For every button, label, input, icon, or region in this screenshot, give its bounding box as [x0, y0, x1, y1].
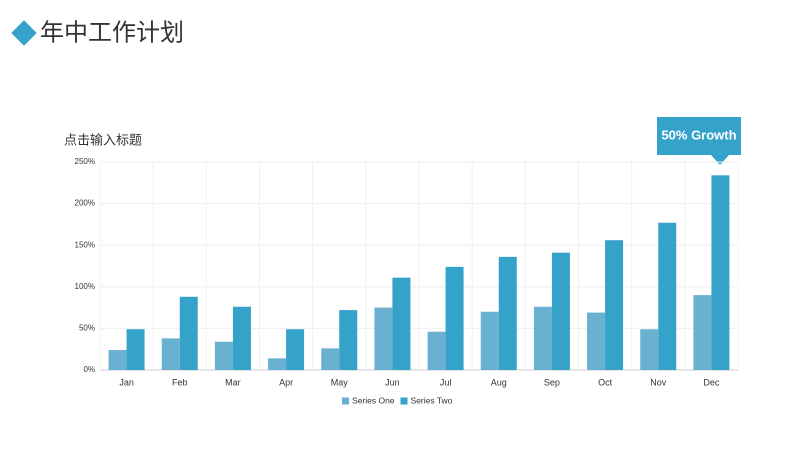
- bar: [179, 296, 198, 370]
- y-tick-label: 100%: [75, 282, 95, 291]
- x-tick-label: Apr: [279, 377, 293, 387]
- y-tick-label: 50%: [79, 324, 95, 333]
- y-tick-label: 150%: [75, 240, 95, 249]
- x-tick-label: Sep: [544, 377, 560, 387]
- y-tick-label: 250%: [75, 157, 95, 166]
- x-tick-label: May: [331, 377, 349, 387]
- x-tick-label: Jan: [119, 377, 134, 387]
- bar: [374, 307, 393, 370]
- legend-label: Series One: [352, 395, 395, 405]
- x-tick-label: Oct: [598, 377, 613, 387]
- y-tick-label: 200%: [75, 199, 95, 208]
- bar: [480, 311, 499, 370]
- bar: [339, 310, 358, 370]
- bar: [658, 222, 677, 370]
- x-tick-label: Jul: [440, 377, 452, 387]
- bar: [605, 240, 624, 370]
- bar: [126, 329, 145, 370]
- bar: [427, 331, 446, 370]
- bar: [232, 306, 251, 370]
- bar: [533, 306, 552, 370]
- bar: [711, 175, 730, 370]
- bar: [321, 348, 340, 370]
- bar: [640, 329, 659, 370]
- title-icon: [11, 20, 37, 46]
- bar: [286, 329, 305, 370]
- bar: [587, 312, 606, 370]
- y-tick-label: 0%: [83, 365, 95, 374]
- bar: [693, 295, 712, 370]
- legend-swatch: [400, 397, 408, 405]
- x-tick-label: Feb: [172, 377, 188, 387]
- bar: [392, 277, 411, 370]
- bar: [268, 358, 287, 370]
- annotation-box: [657, 117, 741, 155]
- bar: [108, 350, 127, 370]
- x-tick-label: Jun: [385, 377, 400, 387]
- x-tick-label: Aug: [491, 377, 507, 387]
- annotation: 50% Growth: [657, 117, 741, 165]
- chart-title: 点击输入标题: [64, 132, 142, 147]
- legend-swatch: [342, 397, 349, 405]
- bar: [161, 338, 180, 370]
- bar: [498, 256, 517, 370]
- bar: [214, 341, 233, 370]
- x-tick-label: Mar: [225, 377, 241, 387]
- slide-title: 年中工作计划: [40, 19, 184, 46]
- annotation-pointer: [711, 155, 729, 165]
- x-tick-label: Nov: [650, 377, 667, 387]
- annotation-text: 50% Growth: [661, 127, 736, 142]
- bar: [551, 252, 570, 370]
- bar: [445, 266, 464, 370]
- x-tick-label: Dec: [703, 377, 720, 387]
- legend-label: Series Two: [411, 395, 453, 405]
